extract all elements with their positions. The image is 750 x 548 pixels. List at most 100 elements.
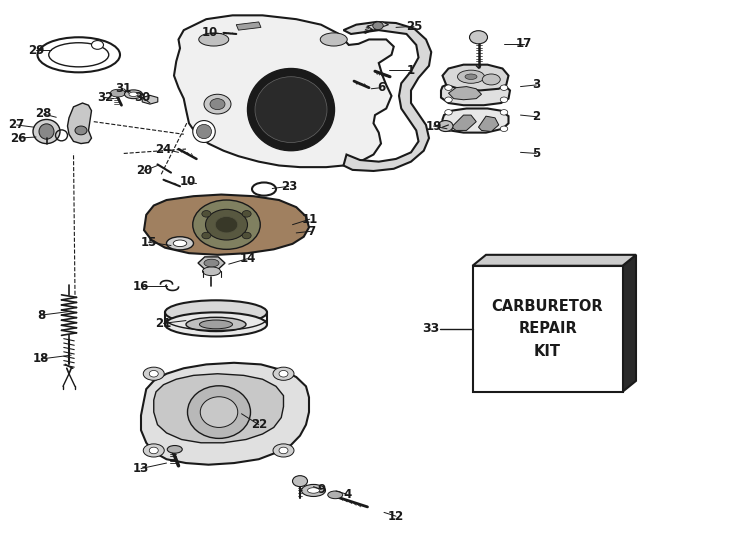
Ellipse shape — [149, 370, 158, 377]
Text: 10: 10 — [202, 26, 218, 39]
Text: CARBURETOR
REPAIR
KIT: CARBURETOR REPAIR KIT — [492, 299, 603, 358]
Text: 20: 20 — [136, 164, 152, 178]
Text: 23: 23 — [280, 180, 297, 193]
Text: 18: 18 — [33, 352, 50, 366]
Ellipse shape — [193, 121, 215, 142]
Ellipse shape — [445, 85, 452, 90]
Ellipse shape — [500, 85, 508, 90]
Polygon shape — [368, 22, 388, 30]
Polygon shape — [236, 22, 261, 30]
Ellipse shape — [39, 124, 54, 139]
Ellipse shape — [320, 33, 347, 46]
Ellipse shape — [292, 476, 308, 487]
Text: 15: 15 — [140, 236, 157, 249]
Text: 21: 21 — [155, 317, 172, 330]
Ellipse shape — [92, 41, 104, 49]
Polygon shape — [442, 65, 509, 90]
Text: 7: 7 — [308, 225, 315, 238]
Ellipse shape — [196, 124, 211, 139]
Text: 11: 11 — [302, 213, 318, 226]
Polygon shape — [142, 95, 158, 104]
Polygon shape — [344, 22, 431, 171]
Text: 1: 1 — [407, 64, 415, 77]
Ellipse shape — [500, 97, 508, 102]
Ellipse shape — [273, 444, 294, 457]
Polygon shape — [622, 255, 636, 392]
Ellipse shape — [143, 444, 164, 457]
Ellipse shape — [445, 97, 452, 102]
Text: 16: 16 — [133, 279, 149, 293]
Text: 17: 17 — [515, 37, 532, 50]
Text: 29: 29 — [28, 44, 44, 57]
Ellipse shape — [202, 232, 211, 239]
Polygon shape — [472, 255, 636, 266]
Ellipse shape — [308, 488, 320, 493]
Polygon shape — [68, 103, 92, 144]
Ellipse shape — [33, 119, 60, 144]
Ellipse shape — [255, 77, 327, 142]
Text: 13: 13 — [133, 462, 149, 475]
Ellipse shape — [500, 126, 508, 132]
Text: 12: 12 — [388, 510, 404, 523]
Ellipse shape — [279, 370, 288, 377]
Ellipse shape — [202, 267, 220, 276]
Ellipse shape — [188, 386, 250, 438]
Text: 32: 32 — [97, 91, 113, 104]
Ellipse shape — [438, 121, 453, 132]
Ellipse shape — [165, 300, 267, 324]
Ellipse shape — [445, 126, 452, 132]
Ellipse shape — [200, 320, 232, 329]
Ellipse shape — [273, 367, 294, 380]
Polygon shape — [472, 266, 622, 392]
Ellipse shape — [482, 74, 500, 85]
Ellipse shape — [124, 90, 142, 99]
Ellipse shape — [193, 200, 260, 249]
Text: 33: 33 — [422, 322, 439, 335]
Ellipse shape — [173, 240, 187, 247]
Ellipse shape — [465, 74, 477, 79]
Text: 27: 27 — [8, 118, 25, 132]
Text: 14: 14 — [239, 252, 256, 265]
Polygon shape — [141, 363, 309, 465]
Polygon shape — [442, 109, 509, 133]
Polygon shape — [448, 87, 482, 100]
Polygon shape — [452, 115, 476, 130]
Text: 3: 3 — [532, 78, 540, 92]
Ellipse shape — [248, 68, 334, 151]
Polygon shape — [154, 374, 284, 443]
Ellipse shape — [129, 92, 138, 96]
Ellipse shape — [470, 31, 488, 44]
Ellipse shape — [167, 446, 182, 453]
Polygon shape — [478, 116, 499, 132]
Ellipse shape — [165, 312, 267, 336]
Text: 25: 25 — [406, 20, 422, 33]
Text: 22: 22 — [251, 418, 267, 431]
Text: 5: 5 — [532, 147, 540, 160]
Polygon shape — [174, 15, 394, 167]
Ellipse shape — [242, 210, 251, 217]
Text: 9: 9 — [316, 483, 326, 496]
Ellipse shape — [166, 237, 194, 250]
Polygon shape — [198, 257, 225, 269]
Text: 31: 31 — [116, 82, 132, 95]
Ellipse shape — [302, 484, 326, 496]
Ellipse shape — [373, 22, 383, 30]
Text: 2: 2 — [532, 110, 540, 123]
Polygon shape — [144, 195, 309, 255]
Ellipse shape — [328, 491, 343, 499]
Ellipse shape — [149, 447, 158, 454]
Ellipse shape — [202, 210, 211, 217]
Ellipse shape — [215, 216, 238, 233]
Ellipse shape — [75, 126, 87, 135]
Polygon shape — [441, 82, 510, 105]
Ellipse shape — [143, 367, 164, 380]
Ellipse shape — [199, 33, 229, 46]
Ellipse shape — [204, 94, 231, 114]
Ellipse shape — [242, 232, 251, 239]
Ellipse shape — [206, 209, 248, 240]
Text: 19: 19 — [425, 119, 442, 133]
Ellipse shape — [110, 89, 125, 97]
Ellipse shape — [186, 317, 246, 332]
Ellipse shape — [210, 99, 225, 110]
Text: 10: 10 — [179, 175, 196, 189]
